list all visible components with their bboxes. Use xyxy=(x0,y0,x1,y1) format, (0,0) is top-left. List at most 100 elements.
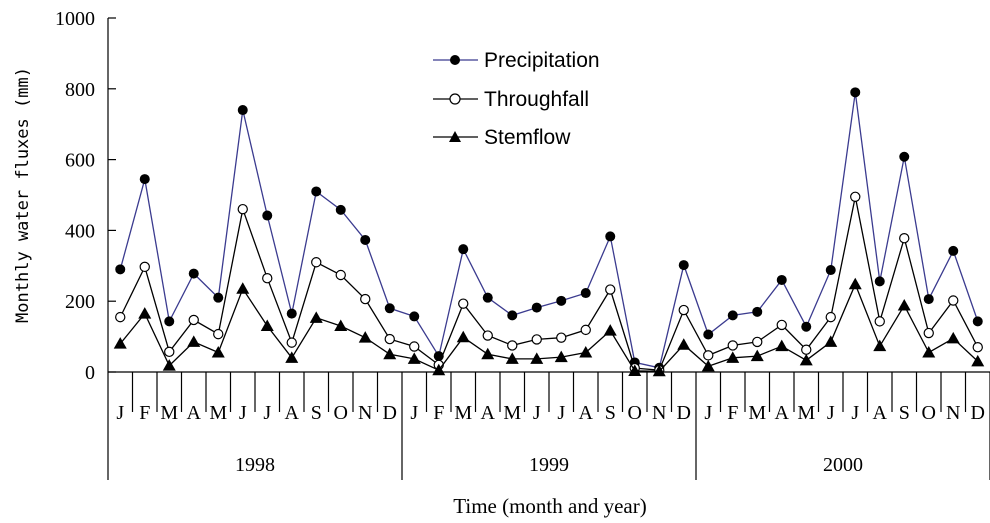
point-precipitation xyxy=(752,306,763,317)
point-precipitation xyxy=(409,311,420,322)
point-stemflow xyxy=(897,298,911,311)
point-stemflow xyxy=(873,339,887,352)
point-stemflow xyxy=(922,346,936,358)
point-throughfall xyxy=(213,328,224,340)
point-precipitation xyxy=(188,268,199,279)
series-precipitation xyxy=(115,87,983,373)
point-throughfall xyxy=(703,350,714,361)
point-stemflow xyxy=(138,307,152,319)
month-label: J xyxy=(704,402,712,424)
point-precipitation xyxy=(801,321,812,332)
legend-marker-throughfall xyxy=(449,93,461,105)
point-throughfall xyxy=(801,344,812,355)
month-label: M xyxy=(503,402,521,424)
point-stemflow xyxy=(505,352,519,364)
year-label-1998: 1998 xyxy=(235,454,275,476)
x-axis-title: Time (month and year) xyxy=(453,494,646,518)
y-tick-label-1000: 1000 xyxy=(55,8,95,30)
y-tick-label-600: 600 xyxy=(65,150,95,172)
point-throughfall xyxy=(139,261,150,273)
month-label: M xyxy=(797,402,815,424)
month-label: J xyxy=(851,402,859,424)
point-stemflow xyxy=(236,282,250,294)
point-precipitation xyxy=(262,210,273,221)
year-label-1999: 1999 xyxy=(529,454,569,476)
point-throughfall xyxy=(776,319,787,331)
point-precipitation xyxy=(384,303,395,314)
point-stemflow xyxy=(211,346,225,358)
point-throughfall xyxy=(188,314,199,326)
point-stemflow xyxy=(309,311,323,323)
month-label: N xyxy=(652,402,666,424)
month-label: S xyxy=(899,402,910,424)
point-precipitation xyxy=(972,316,983,327)
point-precipitation xyxy=(948,245,959,256)
legend-label-throughfall: Throughfall xyxy=(484,88,589,111)
point-precipitation xyxy=(139,174,150,185)
point-stemflow xyxy=(946,331,960,344)
point-stemflow xyxy=(824,335,838,347)
point-throughfall xyxy=(605,284,616,295)
point-precipitation xyxy=(776,274,787,285)
month-label: J xyxy=(533,402,541,424)
point-precipitation xyxy=(874,276,885,287)
month-label: A xyxy=(481,402,496,424)
point-stemflow xyxy=(530,352,544,364)
month-label: A xyxy=(187,402,202,424)
point-stemflow xyxy=(726,351,740,363)
point-precipitation xyxy=(850,87,861,98)
point-precipitation xyxy=(335,204,346,215)
point-precipitation xyxy=(825,265,836,276)
month-label: A xyxy=(873,402,888,424)
month-label: J xyxy=(410,402,418,424)
point-stemflow xyxy=(456,330,470,343)
point-precipitation xyxy=(458,244,469,255)
point-throughfall xyxy=(384,333,395,345)
point-throughfall xyxy=(972,342,983,353)
point-precipitation xyxy=(213,292,224,303)
month-label: F xyxy=(139,402,150,424)
month-label: S xyxy=(311,402,322,424)
point-stemflow xyxy=(334,319,348,331)
month-label: O xyxy=(922,402,936,424)
point-precipitation xyxy=(311,186,322,197)
legend-item-stemflow: Stemflow xyxy=(433,126,571,149)
y-tick-label-0: 0 xyxy=(85,362,95,384)
point-stemflow xyxy=(750,349,764,362)
point-stemflow xyxy=(628,364,642,376)
point-throughfall xyxy=(752,336,763,348)
month-label: J xyxy=(263,402,271,424)
point-precipitation xyxy=(678,260,689,271)
point-throughfall xyxy=(311,257,322,268)
point-throughfall xyxy=(580,324,591,336)
month-label: A xyxy=(579,402,594,424)
month-label: N xyxy=(946,402,960,424)
year-label-2000: 2000 xyxy=(823,454,863,476)
month-label: D xyxy=(383,402,397,424)
month-label: J xyxy=(116,402,124,424)
point-stemflow xyxy=(358,331,372,343)
legend: Precipitation Throughfall Stemflow xyxy=(433,49,600,149)
y-tick-label-400: 400 xyxy=(65,220,95,242)
point-stemflow xyxy=(677,338,691,350)
point-throughfall xyxy=(825,311,836,323)
month-label: J xyxy=(827,402,835,424)
point-throughfall xyxy=(678,304,689,316)
point-precipitation xyxy=(115,264,126,275)
point-precipitation xyxy=(482,292,493,303)
point-throughfall xyxy=(335,269,346,281)
point-precipitation xyxy=(237,105,248,116)
month-label: M xyxy=(160,402,178,424)
point-stemflow xyxy=(848,277,862,290)
legend-marker-stemflow xyxy=(449,131,461,142)
point-precipitation xyxy=(507,310,518,321)
month-label: J xyxy=(557,402,565,424)
point-stemflow xyxy=(554,350,568,363)
point-precipitation xyxy=(360,234,371,245)
point-throughfall xyxy=(164,346,175,358)
point-stemflow xyxy=(383,347,397,360)
point-precipitation xyxy=(580,288,591,299)
point-throughfall xyxy=(360,293,371,305)
series-stemflow xyxy=(113,277,985,377)
point-stemflow xyxy=(481,347,495,360)
